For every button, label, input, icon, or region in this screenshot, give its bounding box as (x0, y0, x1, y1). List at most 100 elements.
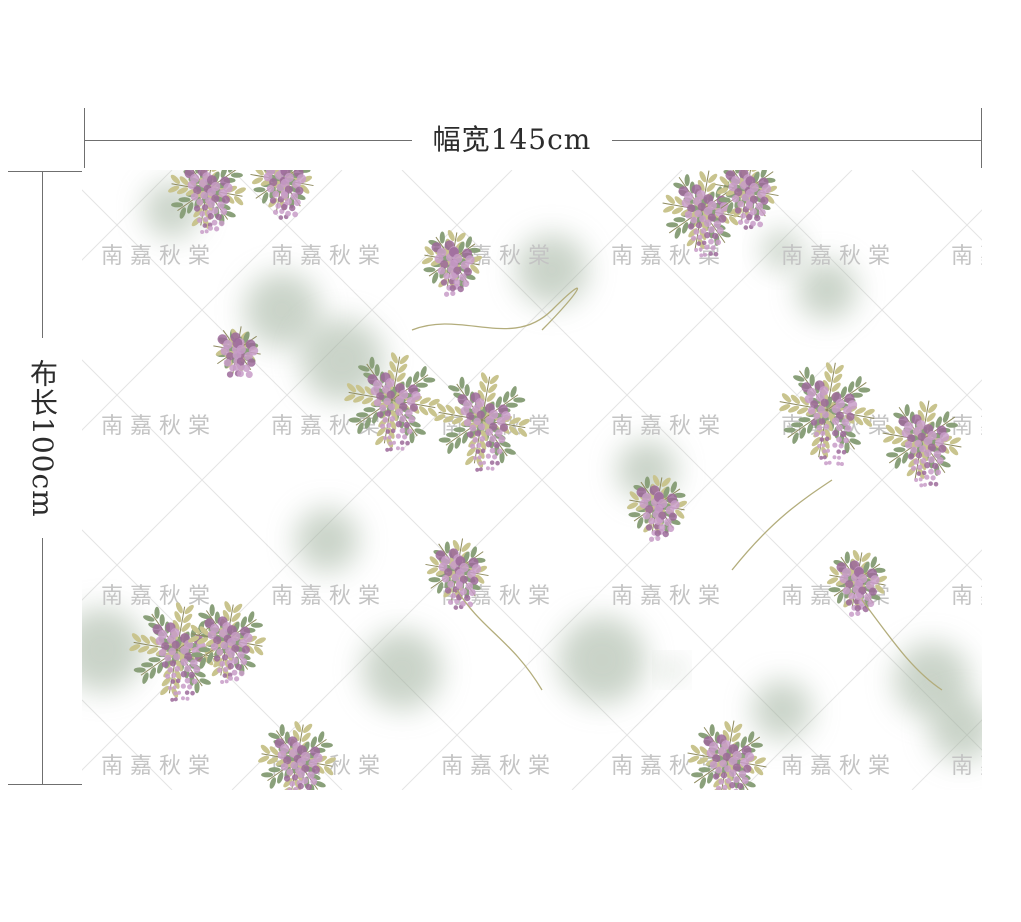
leaf (670, 481, 677, 493)
wisteria-blossom (750, 220, 756, 227)
wisteria-blossom (297, 757, 306, 767)
wisteria-blossom (382, 416, 389, 423)
wisteria-blossom (843, 405, 852, 415)
wisteria-blossom (193, 205, 201, 212)
wisteria-blossom (743, 764, 752, 773)
leaf (268, 767, 281, 773)
wisteria-blossom (843, 437, 850, 444)
leaf (187, 202, 194, 214)
wisteria-blossom (681, 198, 691, 208)
leaf (722, 729, 730, 742)
leaf (224, 601, 232, 613)
wisteria-blossom (236, 357, 245, 366)
leaf (949, 437, 961, 445)
leaf (260, 744, 270, 754)
wisteria-raceme (206, 175, 233, 232)
leaf (824, 371, 832, 383)
leaf (283, 778, 293, 788)
wisteria-blossom (196, 217, 203, 223)
leaf (143, 615, 155, 622)
wisteria-blossom (200, 230, 205, 235)
wisteria-blossom (694, 248, 699, 253)
leaf (266, 757, 279, 765)
watermark-glyph: 棠 (188, 244, 210, 269)
leaf (301, 732, 311, 742)
wisteria-blossom (232, 350, 242, 360)
leaf (376, 427, 386, 437)
leaf (754, 757, 766, 765)
watermark-glyph: 南 (951, 414, 973, 439)
leaf (254, 637, 266, 645)
wisteria-blossom (493, 441, 500, 449)
leaf (893, 447, 906, 453)
wisteria-blossom (858, 599, 866, 607)
leaf (709, 724, 715, 737)
wisteria-blossom (729, 781, 736, 789)
watermark-glyph: 棠 (358, 244, 380, 269)
wisteria-blossom (184, 690, 190, 695)
wisteria-blossom (200, 191, 208, 200)
wisteria-blossom (277, 750, 287, 760)
wisteria-blossom (732, 776, 740, 784)
wisteria-blossom (917, 464, 923, 470)
wisteria-blossom (749, 208, 757, 216)
wisteria-blossom (168, 647, 176, 656)
leaf (427, 407, 438, 417)
wisteria-blossom (469, 443, 476, 449)
leaf (792, 432, 799, 444)
ink-wash-blot (894, 642, 970, 718)
leaf (699, 746, 709, 756)
leaf (894, 457, 902, 469)
leaf (317, 731, 325, 743)
wisteria-blossom (698, 247, 703, 252)
wisteria-blossom (496, 448, 503, 455)
wisteria-blossom (217, 201, 225, 209)
wisteria-blossom (292, 211, 299, 218)
wisteria-blossom (207, 225, 213, 231)
watermark-glyph: 嘉 (470, 584, 492, 609)
leaf (698, 767, 711, 773)
wisteria-blossom (813, 412, 821, 420)
leaf (188, 635, 200, 643)
wisteria-blossom (301, 764, 310, 773)
leaf (240, 616, 247, 628)
leaf (810, 445, 820, 456)
wisteria-blossom (286, 768, 294, 776)
wisteria-blossom (171, 640, 180, 649)
wisteria-blossom (707, 226, 715, 234)
leaf (387, 369, 395, 382)
wisteria-blossom (693, 228, 700, 235)
wisteria-blossom (384, 410, 392, 417)
wisteria-blossom (187, 180, 197, 190)
wisteria-blossom (190, 690, 195, 696)
leaf (731, 732, 741, 742)
leaf (355, 384, 365, 394)
wisteria-blossom (218, 220, 225, 227)
leaf (902, 452, 909, 464)
leaf (294, 721, 302, 733)
ink-wash-blot (295, 508, 359, 572)
wisteria-blossom (395, 433, 401, 439)
wisteria-blossom (280, 191, 289, 199)
leaf (198, 647, 211, 653)
wisteria-blossom (164, 673, 171, 679)
leaf (509, 426, 519, 436)
watermark-glyph: 棠 (528, 244, 550, 269)
wisteria-blossom (694, 209, 702, 218)
watermark-glyph: 南 (951, 754, 973, 779)
wisteria-blossom (489, 422, 498, 431)
wisteria-raceme (653, 492, 680, 538)
watermark-glyph: 棠 (358, 754, 380, 779)
leaf (750, 742, 763, 748)
wisteria-blossom (734, 207, 742, 214)
wisteria-blossom (403, 421, 410, 429)
leaf (149, 667, 157, 679)
wisteria-blossom (813, 431, 820, 437)
wisteria-blossom (745, 201, 754, 209)
wisteria-blossom (460, 406, 470, 416)
leaf (233, 603, 243, 613)
leaf (196, 637, 209, 645)
leaf (626, 502, 639, 510)
wisteria-blossom (485, 415, 494, 425)
leaf (480, 372, 488, 384)
